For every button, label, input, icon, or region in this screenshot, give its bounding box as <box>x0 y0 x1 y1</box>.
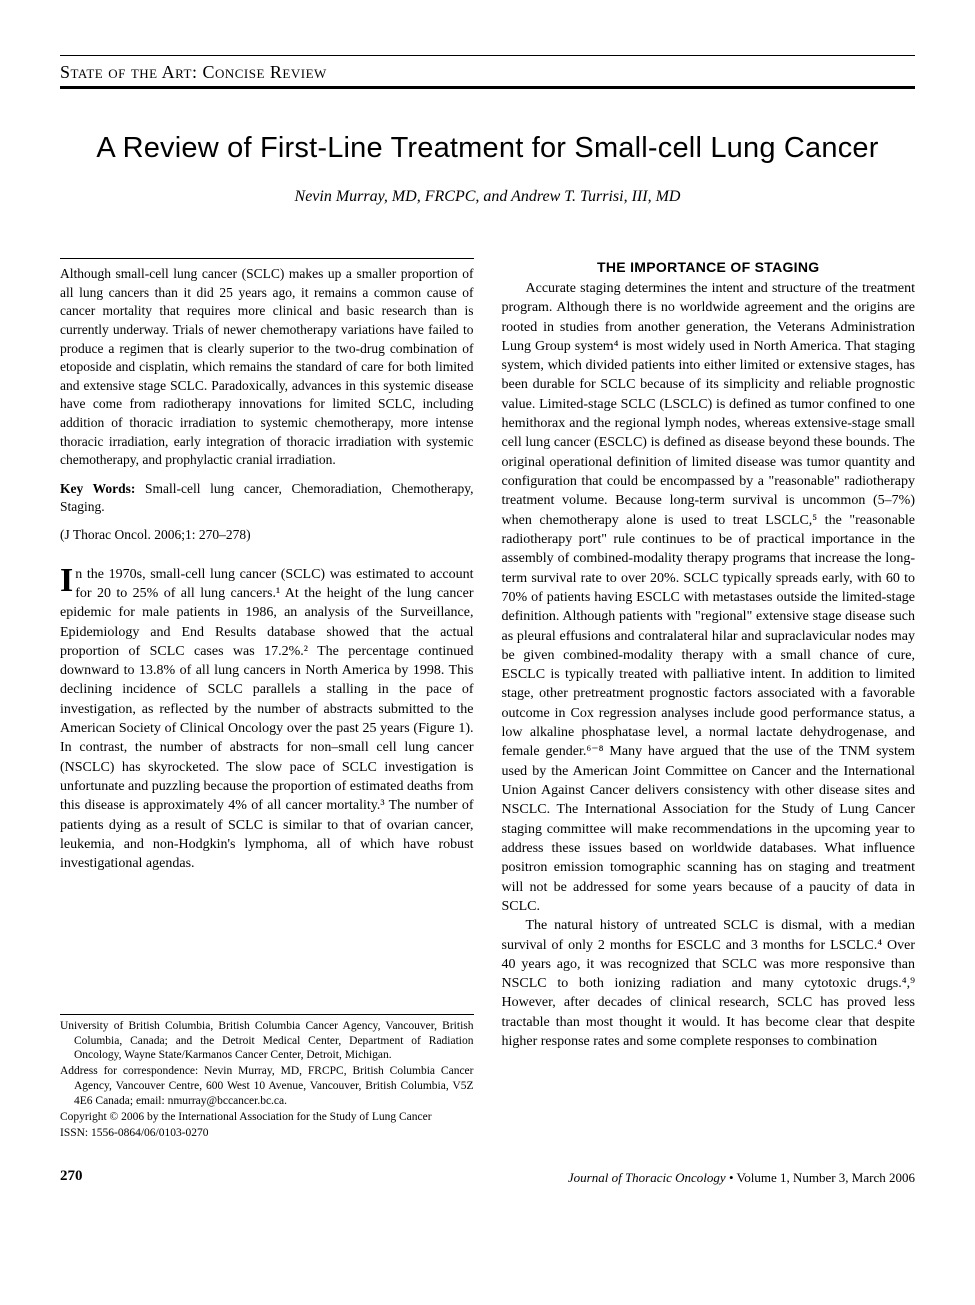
abstract-top-rule <box>60 258 474 259</box>
authors-line: Nevin Murray, MD, FRCPC, and Andrew T. T… <box>60 186 915 208</box>
page-number: 270 <box>60 1166 83 1186</box>
abstract-text: Although small-cell lung cancer (SCLC) m… <box>60 265 474 470</box>
affiliation-line: University of British Columbia, British … <box>60 1019 474 1064</box>
issn-line: ISSN: 1556-0864/06/0103-0270 <box>60 1126 474 1141</box>
section-label: State of the Art: Concise Review <box>60 62 327 82</box>
two-column-body: Although small-cell lung cancer (SCLC) m… <box>60 258 915 1142</box>
staging-para-1: Accurate staging determines the intent a… <box>502 279 916 916</box>
correspondence-line: Address for correspondence: Nevin Murray… <box>60 1064 474 1109</box>
section-heading-staging: THE IMPORTANCE OF STAGING <box>502 258 916 277</box>
keywords-block: Key Words: Small-cell lung cancer, Chemo… <box>60 480 474 516</box>
journal-name: Journal of Thoracic Oncology <box>568 1170 726 1185</box>
issue-info: • Volume 1, Number 3, March 2006 <box>726 1170 915 1185</box>
dropcap: I <box>60 565 75 595</box>
staging-para-2: The natural history of untreated SCLC is… <box>502 916 916 1051</box>
affiliations-block: University of British Columbia, British … <box>60 1014 474 1142</box>
citation-line: (J Thorac Oncol. 2006;1: 270–278) <box>60 526 474 544</box>
section-header: State of the Art: Concise Review <box>60 55 915 89</box>
intro-paragraph: In the 1970s, small-cell lung cancer (SC… <box>60 565 474 874</box>
page-footer: 270 Journal of Thoracic Oncology • Volum… <box>60 1166 915 1186</box>
intro-text: n the 1970s, small-cell lung cancer (SCL… <box>60 567 474 872</box>
journal-ref: Journal of Thoracic Oncology • Volume 1,… <box>568 1169 915 1187</box>
copyright-line: Copyright © 2006 by the International As… <box>60 1110 474 1125</box>
keywords-label: Key Words: <box>60 481 135 496</box>
article-title: A Review of First-Line Treatment for Sma… <box>60 129 915 168</box>
